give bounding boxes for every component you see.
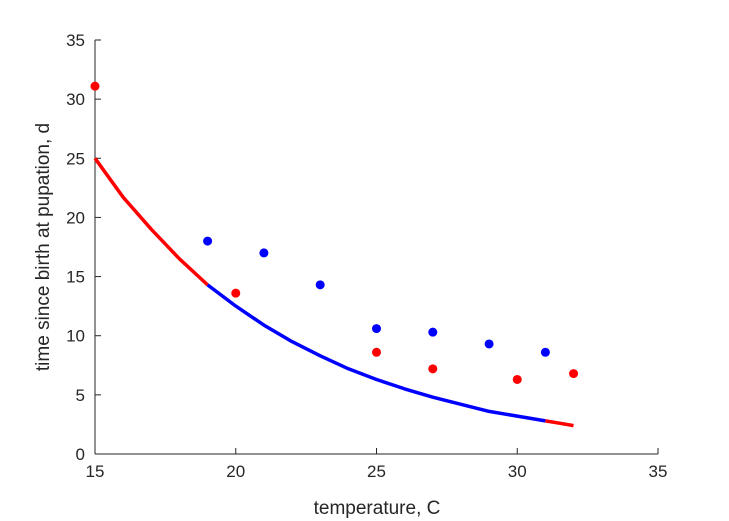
curve-segment [93,157,209,287]
tick-labels: 15 20 25 30 35 0 5 10 15 20 25 30 35 [66,31,667,481]
data-point [512,374,522,384]
data-point [372,347,381,357]
data-point [484,339,494,349]
x-tick-label: 20 [226,462,245,481]
x-tick-label: 25 [367,462,386,481]
curve-segment [206,283,546,423]
y-tick-label: 0 [76,445,85,464]
data-point [428,364,438,374]
x-tick-label: 30 [508,462,527,481]
y-axis-title: time since birth at pupation, d [33,123,54,371]
y-tick-label: 30 [66,90,85,109]
data-point [540,347,550,357]
data-points [90,81,579,384]
y-tick-label: 5 [76,386,85,405]
y-tick-label: 15 [66,268,85,287]
x-axis-title: temperature, C [314,498,441,519]
data-point [569,369,579,379]
curve-segment [545,419,574,428]
y-tick-label: 20 [66,208,85,227]
axes [94,40,658,455]
y-tick-label: 35 [66,31,85,50]
data-point [372,324,381,334]
x-tick-label: 15 [86,462,105,481]
x-tick-label: 35 [649,462,668,481]
data-point [90,81,100,91]
ticks [94,39,659,455]
data-point [259,248,269,258]
y-tick-label: 25 [66,149,85,168]
data-point [428,327,438,337]
y-tick-label: 10 [66,327,85,346]
data-point [231,288,241,298]
curves [93,157,574,428]
data-point [315,280,325,290]
data-point [203,236,213,246]
